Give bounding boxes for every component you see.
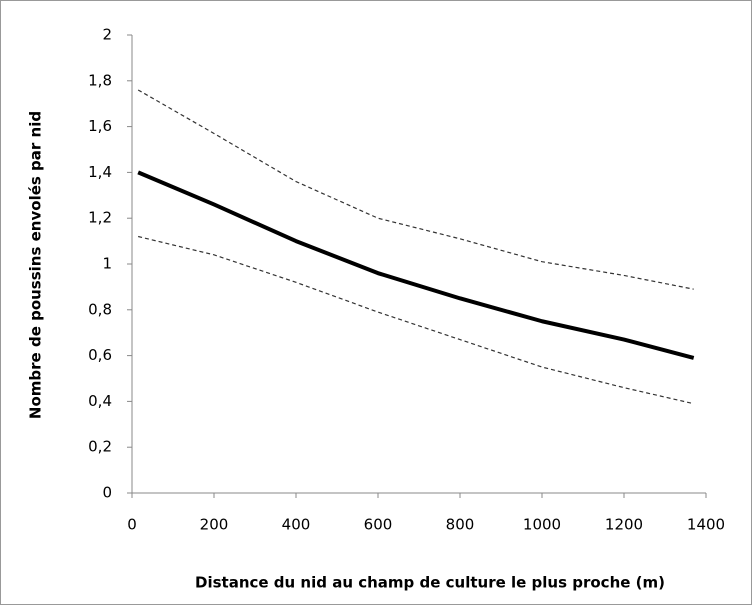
y-tick-label: 0,8 <box>88 300 112 318</box>
y-tick-label: 1,6 <box>88 117 112 135</box>
y-tick-label: 0 <box>102 484 112 502</box>
x-tick-label: 400 <box>282 516 311 534</box>
y-tick-label: 2 <box>102 26 112 44</box>
x-tick-label: 1400 <box>687 516 725 534</box>
y-tick-label: 0,2 <box>88 438 112 456</box>
x-tick-label: 200 <box>200 516 229 534</box>
x-tick-label: 0 <box>127 516 137 534</box>
fitted-line <box>137 170 695 360</box>
x-tick-label: 600 <box>364 516 393 534</box>
x-tick-label: 1200 <box>605 516 643 534</box>
y-tick-label: 0,6 <box>88 346 112 364</box>
y-tick-label: 1,2 <box>88 209 112 227</box>
y-axis-label: Nombre de poussins envolés par nid <box>27 111 45 419</box>
y-tick-label: 1,8 <box>88 71 112 89</box>
x-tick-label: 800 <box>446 516 475 534</box>
y-tick-label: 0,4 <box>88 392 112 410</box>
confidence-line <box>138 235 694 405</box>
x-axis-label: Distance du nid au champ de culture le p… <box>195 574 665 592</box>
confidence-line <box>137 89 694 290</box>
y-tick-label: 1 <box>102 255 112 273</box>
y-tick-label: 1,4 <box>88 163 112 181</box>
x-tick-label: 1000 <box>523 516 561 534</box>
